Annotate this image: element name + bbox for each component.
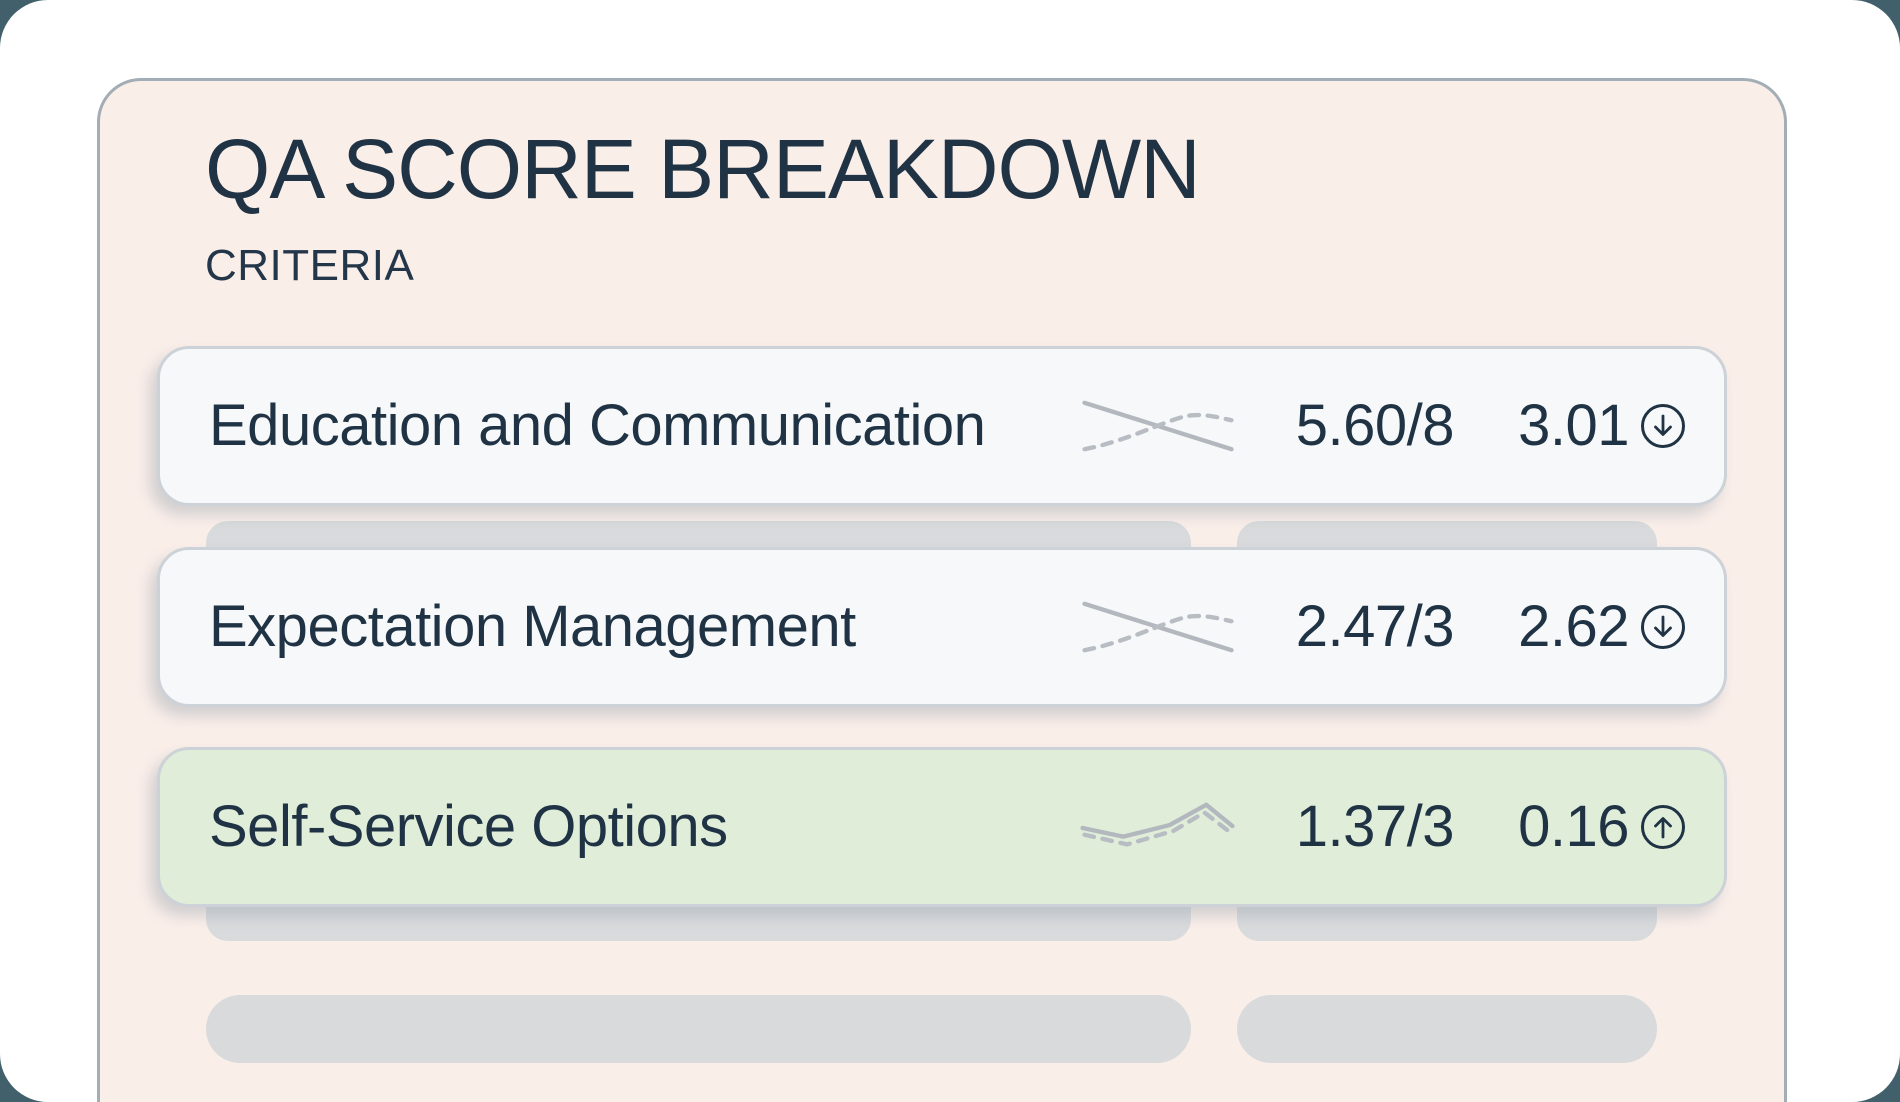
page-title: QA SCORE BREAKDOWN	[205, 122, 1201, 216]
criterion-row-education-and-communication[interactable]: Education and Communication 5.60/8 3.01	[157, 345, 1727, 506]
criterion-score: 5.60/8	[1295, 393, 1455, 459]
qa-score-breakdown-card: QA SCORE BREAKDOWN CRITERIA Education an…	[97, 78, 1787, 1102]
criterion-label: Expectation Management	[209, 594, 856, 660]
criterion-change: 3.01	[1516, 392, 1688, 459]
trend-down-icon	[1638, 401, 1688, 451]
criterion-label: Self-Service Options	[209, 794, 728, 860]
criterion-label: Education and Communication	[209, 393, 986, 459]
skeleton-bar	[206, 994, 1191, 1063]
criterion-row-self-service-options[interactable]: Self-Service Options 1.37/3 0.16	[157, 746, 1727, 907]
trend-sparkline-chart	[1078, 798, 1238, 856]
criteria-list: Education and Communication 5.60/8 3.01	[157, 345, 1727, 1063]
change-value: 0.16	[1518, 794, 1629, 860]
change-value: 2.62	[1518, 594, 1629, 660]
skeleton-row	[157, 994, 1727, 1063]
change-value: 3.01	[1518, 393, 1629, 459]
criterion-row-expectation-management[interactable]: Expectation Management 2.47/3 2.62	[157, 546, 1727, 707]
trend-up-icon	[1638, 802, 1688, 852]
trend-down-icon	[1638, 602, 1688, 652]
criterion-change: 2.62	[1516, 593, 1688, 660]
trend-sparkline-chart	[1078, 397, 1238, 455]
trend-sparkline-chart	[1078, 598, 1238, 656]
criterion-change: 0.16	[1516, 793, 1688, 860]
criterion-score: 1.37/3	[1295, 794, 1455, 860]
criterion-score: 2.47/3	[1295, 594, 1455, 660]
criteria-section-label: CRITERIA	[205, 240, 415, 290]
skeleton-bar	[1237, 994, 1657, 1063]
